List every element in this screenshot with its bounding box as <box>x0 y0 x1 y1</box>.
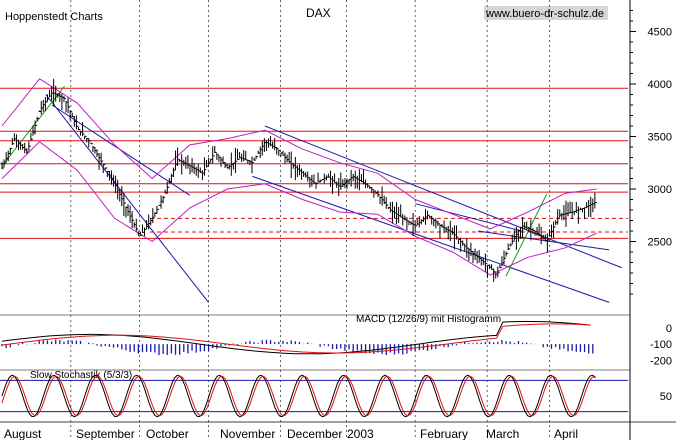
trend-line <box>415 203 522 232</box>
header-left-label: Hoppenstedt Charts <box>5 11 103 23</box>
x-month-label: October <box>146 427 189 440</box>
y-tick-label: 4000 <box>648 79 672 91</box>
y-tick-label: 2500 <box>648 237 672 249</box>
stochastic-label: Slow Stochastik (5/3/3) <box>30 370 132 381</box>
source-label: www.buero-dr-schulz.de <box>485 8 604 20</box>
lower-band <box>1 141 597 276</box>
macd-tick-label: 0 <box>666 323 672 335</box>
y-tick-label: 3500 <box>648 132 672 144</box>
x-month-label: November <box>220 427 275 440</box>
trend-line <box>264 125 622 269</box>
stochastic-tick-label: 50 <box>660 391 672 403</box>
macd-label: MACD (12/26/9) mit Histogramm <box>356 314 501 325</box>
x-month-label: December <box>287 427 342 440</box>
green-trend-line <box>505 194 548 277</box>
x-month-label: August <box>4 427 42 440</box>
stochastic-d-line <box>1 375 596 417</box>
x-month-label: April <box>554 427 578 440</box>
y-tick-label: 4500 <box>648 27 672 39</box>
macd-tick-label: -200 <box>650 355 672 367</box>
trend-line <box>477 230 610 251</box>
upper-band <box>1 78 597 230</box>
x-month-label: September <box>76 427 135 440</box>
y-tick-label: 3000 <box>648 184 672 196</box>
macd-signal-line <box>1 323 591 354</box>
source-label-bg <box>484 6 608 20</box>
macd-line <box>1 321 591 355</box>
chart-title: DAX <box>306 6 331 20</box>
x-month-label: February <box>420 427 468 440</box>
x-month-label: 2003 <box>347 427 374 440</box>
trend-line <box>252 175 610 303</box>
trend-line <box>45 94 209 303</box>
x-month-label: March <box>486 427 519 440</box>
macd-tick-label: -100 <box>650 339 672 351</box>
stochastic-k-line <box>1 374 596 418</box>
